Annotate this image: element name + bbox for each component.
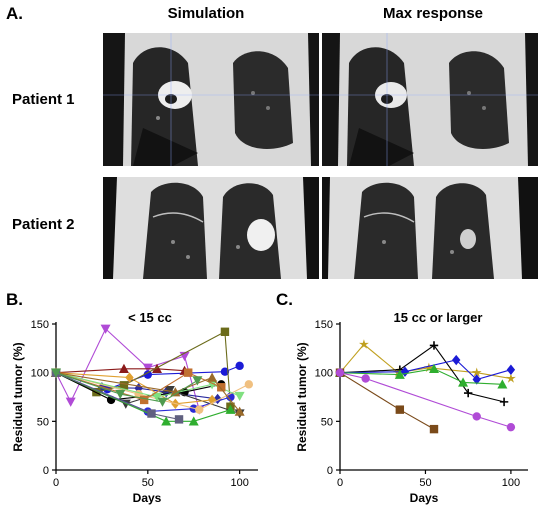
chart-c-x-tick-label: 50	[419, 477, 431, 489]
chart-b-data-point	[118, 363, 129, 373]
chart-b-y-axis-label: Residual tumor (%)	[11, 342, 25, 451]
chart-c-data-point	[463, 388, 473, 398]
chart-c-data-point	[452, 354, 461, 366]
chart-b-data-point	[217, 383, 226, 392]
chart-b-data-point	[234, 391, 245, 402]
chart-c-x-axis-label: Days	[410, 491, 439, 505]
chart-c-y-tick-label: 100	[315, 368, 333, 380]
chart-c-data-point	[395, 405, 405, 414]
chart-b-data-point	[100, 324, 111, 334]
chart-b-data-point	[188, 416, 199, 426]
chart-b-x-tick-label: 0	[53, 477, 59, 489]
chart-c-x-tick-label: 0	[337, 477, 343, 489]
chart-b-data-point	[139, 395, 149, 405]
chart-c-data-point	[505, 373, 516, 383]
chart-b-series-line	[55, 372, 241, 412]
chart-c-y-axis-label: Residual tumor (%)	[295, 342, 309, 451]
panel-b-letter: B.	[6, 290, 23, 309]
ct-image-patient-2-max-response	[322, 177, 538, 279]
chart-b-series-line	[55, 368, 185, 374]
chart-b-data-point	[207, 372, 218, 382]
row-label-patient-1: Patient 1	[12, 91, 75, 108]
chart-b-data-point	[244, 380, 254, 389]
chart-b-data-point	[184, 368, 193, 377]
chart-c-data-point	[361, 374, 370, 383]
chart-c-data-point	[358, 339, 369, 349]
chart-b-y-tick-label: 50	[37, 416, 49, 428]
chart-b-x-tick-label: 100	[230, 477, 248, 489]
chart-c-data-point	[499, 397, 509, 407]
chart-b-data-point	[65, 397, 76, 407]
ct-image-patient-1-max-response	[322, 33, 538, 166]
chart-c-data-point	[429, 424, 439, 434]
chart-b-series-line	[55, 372, 198, 403]
chart-b-data-point	[119, 381, 129, 390]
chart-b-data-point	[157, 397, 168, 407]
chart-b-series-line	[55, 372, 240, 398]
chart-c-data-point	[472, 374, 481, 385]
chart-c-data-point	[497, 379, 508, 389]
chart-c-data-point	[506, 422, 516, 432]
chart-c-data-point	[506, 364, 516, 375]
chart-b-data-point	[220, 367, 230, 376]
chart-b-data-point	[143, 370, 153, 379]
chart-c-x-tick-label: 100	[502, 477, 520, 489]
chart-b-x-axis-label: Days	[133, 491, 162, 505]
chart-b-data-point	[161, 416, 172, 426]
chart-c-data-point	[458, 377, 469, 387]
chart-c-data-point	[423, 362, 434, 373]
chart-b-series-line	[55, 372, 213, 405]
chart-b-data-point	[192, 376, 203, 386]
chart-c-data-point	[429, 363, 439, 373]
chart-c-title: 15 cc or larger	[394, 310, 483, 325]
panel-a-letter: A.	[6, 4, 23, 23]
chart-c-data-point	[394, 369, 405, 379]
chart-b-data-point	[164, 385, 175, 396]
chart-b-series-line	[55, 327, 200, 410]
chart-c-data-point	[472, 412, 481, 421]
chart-b-data-point	[225, 404, 236, 414]
chart-b-y-tick-label: 0	[43, 465, 49, 477]
chart-b-data-point	[147, 409, 156, 418]
chart-b-series-line	[55, 372, 250, 411]
chart-b-y-tick-label: 150	[31, 319, 49, 331]
chart-b-data-point	[234, 406, 245, 416]
panel-c-letter: C.	[276, 290, 293, 309]
chart-b-data-point	[235, 361, 244, 371]
ct-image-patient-1-simulation	[103, 33, 319, 166]
chart-c-series-line	[339, 372, 435, 430]
column-heading-max-response: Max response	[382, 5, 484, 22]
chart-b-title: < 15 cc	[128, 310, 172, 325]
chart-b-data-point	[170, 387, 181, 397]
chart-b-data-point	[220, 327, 230, 336]
chart-c-data-point	[335, 368, 345, 377]
row-label-patient-2: Patient 2	[12, 216, 75, 233]
chart-b-data-point	[195, 405, 204, 414]
chart-b-data-point	[51, 368, 61, 378]
chart-b-data-point	[142, 363, 153, 373]
chart-c-data-point	[429, 341, 439, 350]
chart-c-series-line	[339, 372, 512, 428]
chart-b-data-point	[115, 389, 126, 400]
chart-c-y-tick-label: 150	[315, 319, 333, 331]
chart-b-data-point	[152, 392, 162, 402]
chart-b-x-tick-label: 50	[142, 477, 154, 489]
chart-b-y-tick-label: 100	[31, 368, 49, 380]
chart-c-data-point	[471, 367, 482, 377]
chart-c-y-tick-label: 0	[327, 465, 333, 477]
column-heading-simulation: Simulation	[167, 5, 245, 22]
chart-b-data-point	[125, 372, 134, 383]
ct-image-patient-2-simulation	[103, 177, 319, 279]
chart-b-data-point	[174, 415, 184, 424]
chart-c-y-tick-label: 50	[321, 416, 333, 428]
